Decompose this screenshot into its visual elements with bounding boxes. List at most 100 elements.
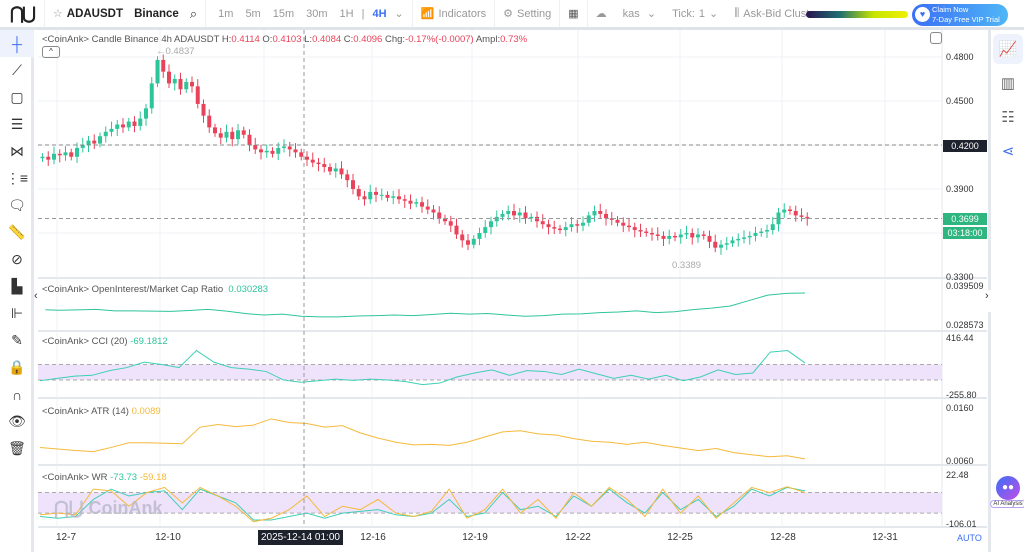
symbol-selector[interactable]: ☆ ADAUSDT Binance ⌕: [45, 0, 207, 27]
candle-body: [805, 216, 810, 219]
bars-icon[interactable]: ▥: [1000, 75, 1016, 92]
candle-body: [592, 211, 597, 216]
legend-prefix: <CoinAnk> Candle Binance 4h ADAUSDT: [42, 34, 220, 45]
collapse-legend-button[interactable]: ^: [42, 46, 60, 58]
collapse-left-button[interactable]: ‹: [34, 290, 46, 312]
share-icon[interactable]: ⋖: [1001, 143, 1015, 160]
candle-body: [655, 234, 660, 236]
tick-select[interactable]: Tick: 1 ⌄: [672, 7, 719, 21]
candle-body: [195, 86, 200, 104]
fullscreen-icon[interactable]: [930, 32, 942, 44]
heatmap-gradient-slider[interactable]: [806, 11, 908, 18]
timeframe-4h[interactable]: 4H: [372, 7, 387, 20]
candle-body: [190, 81, 194, 87]
brush-icon[interactable]: ✎: [11, 332, 23, 348]
timeframe-15m[interactable]: 15m: [272, 7, 295, 20]
wr-line-2: [39, 486, 806, 523]
measure-icon[interactable]: ⊘: [11, 251, 23, 267]
kas-select[interactable]: kas ⌄: [622, 7, 657, 21]
candle-body: [604, 213, 608, 219]
collapse-right-button[interactable]: ›: [985, 290, 997, 312]
setting-button[interactable]: ⚙ Setting: [495, 0, 561, 27]
bar-chart-icon[interactable]: ▙: [11, 278, 23, 294]
position-icon[interactable]: ⊩: [10, 305, 24, 321]
chart-canvas[interactable]: [34, 30, 988, 552]
candle-body: [316, 162, 321, 165]
candle-body: [282, 146, 286, 148]
promo-line2: 7-Day Free VIP Trial: [932, 15, 1000, 24]
oi-ratio-line: [39, 292, 806, 318]
chg-label: Chg:: [384, 34, 406, 45]
rectangle-icon[interactable]: ▢: [10, 89, 24, 105]
comment-icon[interactable]: 🗨: [8, 197, 26, 213]
trend-line-icon[interactable]: ⟋: [12, 62, 22, 78]
ai-analysis-button[interactable]: ●● AI Analysis: [990, 476, 1024, 508]
chevron-down-icon[interactable]: ⌄: [394, 8, 404, 20]
candle-body: [241, 130, 246, 135]
timeframe-5m[interactable]: 5m: [245, 7, 261, 20]
trash-icon[interactable]: 🗑: [8, 440, 26, 456]
star-icon[interactable]: ☆: [52, 8, 63, 20]
wr-band: [38, 492, 942, 514]
candle-body: [782, 209, 787, 213]
eye-icon[interactable]: 👁: [8, 413, 26, 429]
candle-body: [483, 227, 488, 233]
ai-label: AI Analysis: [990, 500, 1024, 508]
candle-body: [437, 212, 442, 219]
crosshair-icon[interactable]: ┼: [0, 30, 34, 57]
candle-body: [506, 211, 511, 214]
candle-body: [305, 156, 309, 160]
c-label: C:: [343, 34, 354, 45]
candle-body: [736, 238, 741, 241]
logo: ⋂⋃: [0, 0, 45, 27]
list-icon[interactable]: ☷: [1001, 109, 1015, 126]
atr-title: <CoinAnk> ATR: [42, 406, 110, 417]
cloud-button[interactable]: ☁: [588, 0, 615, 27]
lock-icon[interactable]: 🔒: [8, 359, 26, 375]
candle-body: [678, 234, 683, 238]
candle-body: [546, 224, 551, 228]
candle-body: [310, 159, 315, 163]
vip-icon: ♥: [915, 7, 930, 22]
tick-value: 1: [698, 7, 706, 20]
parallel-lines-icon[interactable]: ☰: [10, 116, 24, 132]
timeframe-30m[interactable]: 30m: [306, 7, 328, 20]
candle-body: [661, 235, 666, 239]
price-tick: 0.4800: [946, 52, 974, 62]
candle-body: [563, 227, 568, 231]
candle-body: [80, 145, 85, 148]
magnet-icon[interactable]: ∩: [11, 386, 23, 403]
vip-trial-button[interactable]: ♥ Claim Now 7-Day Free VIP Trial: [912, 4, 1008, 26]
candle-body: [385, 194, 390, 198]
candle-body: [707, 235, 712, 242]
chart-view-icon[interactable]: 📈: [993, 34, 1023, 64]
candle-body: [477, 233, 482, 239]
fib-icon[interactable]: ⋮≡: [5, 170, 29, 186]
low-value: 0.4084: [312, 34, 342, 45]
candle-body: [224, 131, 229, 138]
pattern-icon[interactable]: ⋈: [10, 143, 24, 159]
candle-body: [696, 234, 700, 238]
timeframe-1m[interactable]: 1m: [218, 7, 234, 20]
search-icon[interactable]: ⌕: [189, 5, 198, 21]
robot-icon: ●●: [996, 476, 1020, 500]
candle-body: [138, 118, 143, 126]
layout-button[interactable]: ▦: [560, 0, 588, 27]
auto-scale-button[interactable]: AUTO: [957, 533, 982, 543]
ruler-icon[interactable]: 📏: [8, 224, 26, 240]
high-value: 0.4114: [231, 34, 260, 45]
grid-icon: ▦: [568, 8, 579, 20]
indicators-button[interactable]: 📶 Indicators: [413, 0, 496, 27]
candle-body: [724, 243, 729, 245]
cci-min: -255.80: [946, 390, 977, 400]
exchange: Binance: [134, 7, 179, 20]
o-label: O:: [262, 34, 273, 45]
candle-body: [414, 202, 419, 204]
timeframe-1h[interactable]: 1H: [339, 7, 354, 20]
candle-body: [431, 209, 436, 213]
high-marker: ←0.4837: [156, 46, 195, 57]
candle-body: [132, 121, 137, 126]
candle-body: [103, 131, 108, 137]
candle-body: [259, 149, 263, 153]
candle-body: [454, 225, 459, 235]
